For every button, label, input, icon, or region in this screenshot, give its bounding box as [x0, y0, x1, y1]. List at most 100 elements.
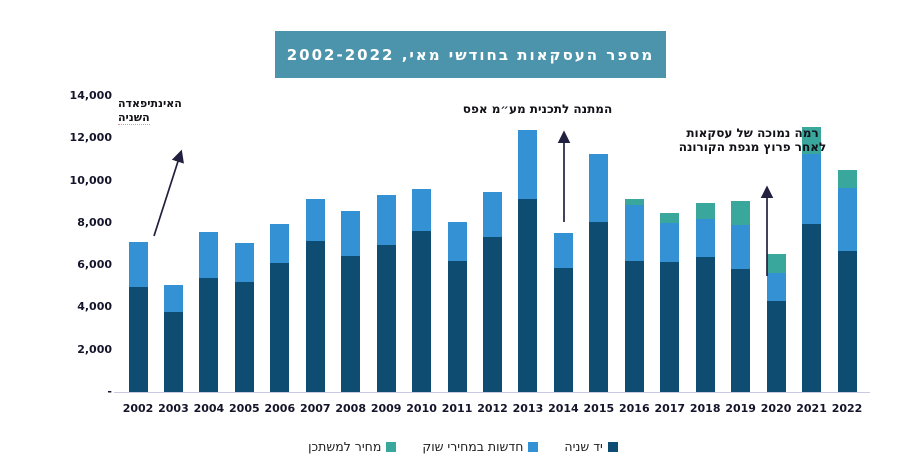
x-tick-label: 2009: [370, 402, 402, 415]
bar-segment: [624, 204, 644, 261]
bar-segment: [553, 233, 573, 269]
bar-segment: [483, 192, 502, 237]
x-axis-line: [114, 392, 870, 393]
stacked-bar-2013: [518, 129, 538, 392]
x-tick-label: 2016: [618, 402, 650, 415]
stacked-bar-2016: [624, 198, 644, 392]
stacked-bar-2012: [483, 192, 502, 392]
bar-segment: [802, 154, 822, 224]
legend-label: חדשות במחירי שוק: [422, 439, 524, 454]
stacked-bar-2021: [802, 126, 822, 392]
bar-segment: [341, 255, 361, 392]
bar-segment: [483, 236, 502, 392]
bar-segment: [624, 198, 644, 205]
bar-segment: [270, 263, 290, 392]
stacked-bar-2008: [341, 211, 361, 392]
bar-segment: [199, 277, 219, 392]
bar-segment: [270, 223, 290, 264]
x-tick-label: 2017: [654, 402, 686, 415]
bar-segment: [553, 268, 573, 392]
y-tick-label: 4,000: [77, 300, 112, 314]
stacked-bar-2022: [837, 170, 857, 392]
bar-segment: [163, 285, 183, 312]
bar-segment: [305, 240, 325, 392]
bar-segment: [624, 260, 644, 392]
y-tick-label: 2,000: [77, 342, 112, 356]
annotation-corona-line1: רמה נמוכה של עסקאות: [686, 126, 819, 140]
legend-label: יד שניה: [564, 439, 603, 454]
bar-segment: [447, 260, 467, 392]
stacked-bar-2007: [305, 198, 325, 392]
legend-swatch: [607, 442, 618, 452]
chart-legend: מחיר למשתכן חדשות במחירי שוק יד שניה: [12, 440, 902, 454]
chart-title-text: מספר העסקאות בחודשי מאי, 2002-2022: [286, 45, 655, 64]
bar-segment: [447, 221, 467, 261]
bar-segment: [412, 189, 432, 232]
bar-segment: [234, 242, 254, 283]
x-tick-label: 2008: [335, 402, 366, 415]
bar-segment: [589, 221, 609, 392]
bar-segment: [199, 232, 219, 278]
x-tick-label: 2010: [406, 402, 437, 415]
y-tick-label: -: [107, 385, 112, 398]
legend-item: חדשות במחירי שוק: [422, 439, 539, 454]
annotation-intifada-line2: השניה: [118, 110, 150, 125]
bar-segment: [128, 241, 148, 288]
x-tick-label: 2020: [760, 402, 792, 415]
bar-segment: [837, 170, 857, 188]
y-tick-label: 14,000: [69, 89, 112, 102]
stacked-bar-2005: [234, 242, 254, 392]
x-tick-label: 2013: [512, 402, 544, 415]
legend-label: מחיר למשתכן: [308, 439, 382, 454]
legend-swatch: [528, 442, 539, 452]
bar-segment: [518, 198, 538, 392]
bar-segment: [695, 218, 715, 257]
x-tick-label: 2003: [158, 402, 189, 415]
bar-segment: [766, 301, 786, 392]
bar-segment: [305, 198, 325, 241]
legend-item: מחיר למשתכן: [308, 439, 397, 454]
bar-segment: [234, 282, 254, 392]
bar-segment: [766, 272, 786, 302]
bar-segment: [731, 269, 751, 392]
annotation-intifada-line1: האינתיפאדה: [118, 97, 182, 110]
bar-segment: [766, 253, 786, 273]
x-tick-label: 2006: [264, 402, 296, 415]
chart-title: מספר העסקאות בחודשי מאי, 2002-2022: [275, 31, 666, 78]
bar-segment: [802, 223, 822, 392]
bar-segment: [731, 224, 751, 270]
x-tick-label: 2022: [831, 402, 863, 415]
bar-segment: [376, 245, 396, 392]
bar-segment: [695, 256, 715, 392]
bar-segment: [660, 213, 680, 223]
stacked-bar-2020: [766, 253, 786, 392]
y-tick-label: 6,000: [77, 258, 112, 272]
x-tick-label: 2004: [193, 402, 225, 415]
x-tick-label: 2002: [122, 402, 154, 415]
bar-segment: [731, 200, 751, 225]
stacked-bar-2002: [128, 241, 148, 392]
plot-area: [118, 96, 868, 392]
annotation-vat-zero: המתנה לתכנית מע״מ אפס: [455, 102, 620, 116]
bar-segment: [341, 211, 361, 256]
y-tick-label: 8,000: [77, 215, 112, 229]
x-tick-label: 2019: [725, 402, 756, 415]
bar-segment: [802, 126, 822, 155]
bar-segment: [128, 287, 148, 392]
bar-segment: [660, 261, 680, 392]
y-tick-label: 12,000: [69, 131, 112, 145]
x-tick-label: 2015: [583, 402, 615, 415]
stacked-bar-2003: [163, 285, 183, 392]
x-tick-label: 2018: [689, 402, 721, 415]
bar-segment: [589, 154, 609, 222]
stacked-bar-2010: [412, 189, 432, 392]
annotation-intifada: האינתיפאדה השניה: [118, 97, 218, 125]
stacked-bar-2004: [199, 232, 219, 392]
legend-swatch: [386, 442, 397, 452]
stacked-bar-2009: [376, 195, 396, 392]
stacked-bar-2018: [695, 202, 715, 392]
bar-segment: [376, 195, 396, 246]
x-tick-label: 2005: [229, 402, 260, 415]
annotation-corona: רמה נמוכה של עסקאות לאחר פרוץ מגפת הקורו…: [640, 126, 865, 154]
stacked-bar-2006: [270, 223, 290, 392]
